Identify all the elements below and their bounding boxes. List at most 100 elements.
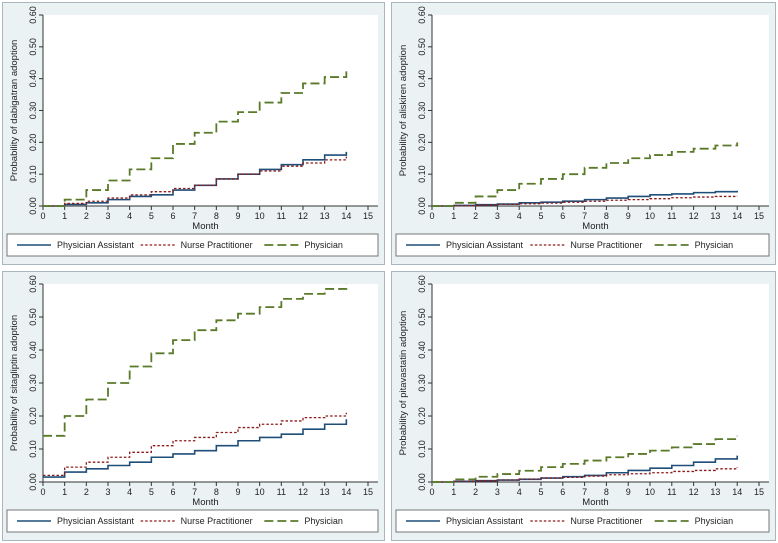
x-axis-title: Month — [192, 497, 218, 508]
y-tick-label: 0.00 — [417, 473, 427, 491]
y-tick-label: 0.00 — [28, 197, 38, 215]
y-tick-label: 0.30 — [417, 374, 427, 392]
y-tick-label: 0.10 — [28, 440, 38, 458]
chart-svg: 0.000.100.200.300.400.500.600 1 2 3 4 5 6 7 8 9 10… — [6, 275, 379, 533]
legend-label-physician: Physician — [304, 516, 343, 526]
x-tick-label: 13 — [710, 211, 720, 221]
plot-area — [43, 15, 378, 206]
x-tick-label: 13 — [320, 487, 330, 497]
x-tick-label: 7 — [582, 211, 587, 221]
legend-label-nurse_practitioner: Nurse Practitioner — [181, 516, 253, 526]
x-tick-label: 10 — [645, 487, 655, 497]
x-tick-label: 2 — [84, 211, 89, 221]
x-tick-label: 9 — [626, 487, 631, 497]
y-axis-title: Probability of aliskiren adoption — [398, 45, 409, 177]
x-tick-label: 1 — [62, 487, 67, 497]
x-tick-label: 0 — [40, 211, 45, 221]
series-line-nurse_practitioner — [432, 195, 738, 207]
legend-label-nurse_practitioner: Nurse Practitioner — [181, 240, 253, 250]
x-tick-label: 8 — [214, 487, 219, 497]
x-tick-label: 12 — [298, 487, 308, 497]
y-tick-label: 0.50 — [28, 308, 38, 326]
legend-box — [395, 509, 770, 533]
x-tick-label: 10 — [255, 211, 265, 221]
x-tick-label: 7 — [192, 487, 197, 497]
x-tick-label: 6 — [170, 487, 175, 497]
x-tick-label: 4 — [127, 211, 132, 221]
x-tick-label: 5 — [538, 487, 543, 497]
x-tick-label: 11 — [277, 487, 286, 497]
x-tick-label: 0 — [429, 487, 434, 497]
x-tick-label: 14 — [732, 487, 742, 497]
x-tick-label: 9 — [235, 487, 240, 497]
legend-label-physician: Physician — [695, 240, 734, 250]
chart-svg: 0.000.100.200.300.400.500.600 1 2 3 4 5 6 7 8 9 10… — [395, 275, 770, 533]
y-tick-label: 0.10 — [417, 165, 427, 183]
x-tick-label: 14 — [341, 211, 351, 221]
series-line-physician — [43, 284, 348, 437]
x-tick-label: 1 — [451, 487, 456, 497]
legend-label-physician_assistant: Physician Assistant — [446, 516, 524, 526]
x-tick-label: 15 — [754, 211, 764, 221]
plot-area — [432, 15, 769, 206]
chart-panel-sitagliptin: 0.00 0.10 0.20 0.30 0.40 0.50 0.60 0 1 2 3 4 5 6 7 8 9 10… — [2, 271, 385, 541]
y-tick-label: 0.50 — [417, 38, 427, 56]
x-tick-label: 15 — [363, 487, 373, 497]
y-axis-title: Probability of sitagliptin adoption — [9, 315, 20, 451]
legend-label-nurse_practitioner: Nurse Practitioner — [570, 516, 642, 526]
chart-panel-dabigatran: 0.00 0.10 0.20 0.30 0.40 0.50 0.60 0 1 2 3 4 5 6 7 8 9 10… — [2, 2, 385, 265]
series-line-nurse_practitioner — [43, 156, 347, 207]
legend-box — [6, 509, 379, 533]
y-tick-label: 0.40 — [417, 341, 427, 359]
y-tick-label: 0.20 — [28, 134, 38, 152]
x-tick-label: 10 — [645, 211, 655, 221]
y-tick-label: 0.20 — [417, 134, 427, 152]
series-line-nurse_practitioner — [43, 412, 347, 477]
chart-panel-pitavastatin: 0.00 0.10 0.20 0.30 0.40 0.50 0.60 0 1 2 3 4 5 6 7 8 9 10… — [391, 271, 776, 541]
x-tick-label: 10 — [255, 487, 265, 497]
x-tick-label: 4 — [127, 487, 132, 497]
x-tick-label: 8 — [604, 211, 609, 221]
x-tick-label: 3 — [105, 487, 110, 497]
x-tick-label: 2 — [84, 487, 89, 497]
y-tick-label: 0.60 — [28, 6, 38, 24]
x-tick-label: 6 — [170, 211, 175, 221]
y-tick-label: 0.10 — [28, 165, 38, 183]
plot-area — [43, 284, 378, 482]
x-tick-label: 8 — [214, 211, 219, 221]
series-line-physician — [43, 70, 348, 207]
x-tick-label: 5 — [538, 211, 543, 221]
x-tick-label: 7 — [192, 211, 197, 221]
y-tick-label: 0.00 — [28, 473, 38, 491]
x-tick-label: 6 — [560, 487, 565, 497]
chart-panel-aliskiren: 0.00 0.10 0.20 0.30 0.40 0.50 0.60 0 1 2 3 4 5 6 7 8 9 10… — [391, 2, 776, 265]
x-tick-label: 4 — [517, 211, 522, 221]
x-tick-label: 11 — [667, 211, 676, 221]
x-tick-label: 7 — [582, 487, 587, 497]
legend-box — [6, 233, 379, 257]
series-line-physician — [432, 435, 739, 483]
legend-label-physician_assistant: Physician Assistant — [57, 240, 135, 250]
x-tick-label: 1 — [451, 211, 456, 221]
x-tick-label: 11 — [277, 211, 286, 221]
x-tick-label: 2 — [473, 487, 478, 497]
x-tick-label: 3 — [105, 211, 110, 221]
x-tick-label: 9 — [235, 211, 240, 221]
y-tick-label: 0.30 — [417, 102, 427, 120]
x-tick-label: 15 — [754, 487, 764, 497]
y-tick-label: 0.60 — [28, 275, 38, 293]
x-tick-label: 5 — [149, 487, 154, 497]
y-axis-title: Probability of dabigatran adoption — [9, 40, 20, 182]
x-tick-label: 12 — [689, 487, 699, 497]
y-tick-label: 0.00 — [417, 197, 427, 215]
x-tick-label: 14 — [341, 487, 351, 497]
x-axis-title: Month — [582, 497, 608, 508]
x-tick-label: 5 — [149, 211, 154, 221]
x-tick-label: 3 — [495, 487, 500, 497]
y-tick-label: 0.10 — [417, 440, 427, 458]
y-tick-label: 0.40 — [28, 341, 38, 359]
series-line-physician_assistant — [43, 419, 348, 478]
x-tick-label: 1 — [62, 211, 67, 221]
y-tick-label: 0.20 — [417, 407, 427, 425]
